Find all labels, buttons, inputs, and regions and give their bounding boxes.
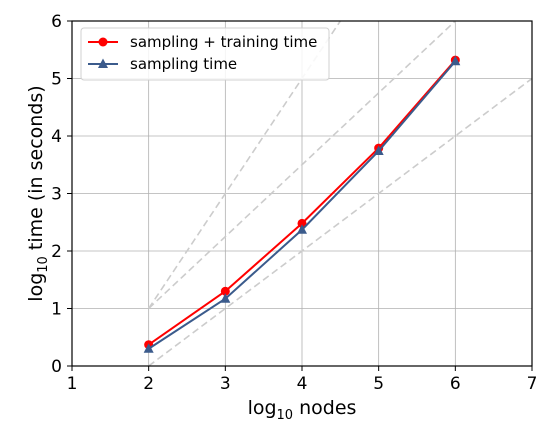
x-tick-label-2: 2 [143,374,154,394]
series-1-point-4 [450,55,461,66]
legend-label-sampling-training: sampling + training time [130,33,317,51]
y-tick-label-6: 6 [51,12,62,32]
y-tick-label-5: 5 [51,70,62,90]
legend-marker-sampling [98,58,108,68]
legend-box [80,27,330,81]
series-1-point-3 [373,145,384,155]
x-tick-label-4: 4 [297,374,308,394]
y-tick-label-1: 1 [51,300,62,320]
reference-line-1 [148,21,456,310]
legend-label-sampling: sampling time [130,55,237,73]
series-1-point-1 [220,293,231,303]
x-axis-label: log10 nodes [248,397,357,423]
x-tick-label-5: 5 [373,374,384,394]
x-tick-label-7: 7 [527,374,538,394]
series [143,55,461,353]
series-0-point-1 [220,286,230,296]
x-tick-label-1: 1 [67,374,78,394]
legend-marker-sampling-training [98,37,108,47]
x-tick-label-3: 3 [220,374,231,394]
y-axis-label: log10 time (in seconds) [25,85,51,301]
y-tick-label-0: 0 [51,357,62,377]
series-1-point-0 [143,343,154,353]
y-tick-label-4: 4 [51,127,62,147]
series-0-point-2 [297,218,307,228]
series-1-point-2 [297,224,307,234]
x-tick-label-6: 6 [450,374,461,394]
legend: sampling + training time sampling time [80,27,330,81]
y-tick-label-2: 2 [51,242,62,262]
y-tick-label-3: 3 [51,185,62,205]
reference-line-0 [148,77,532,366]
